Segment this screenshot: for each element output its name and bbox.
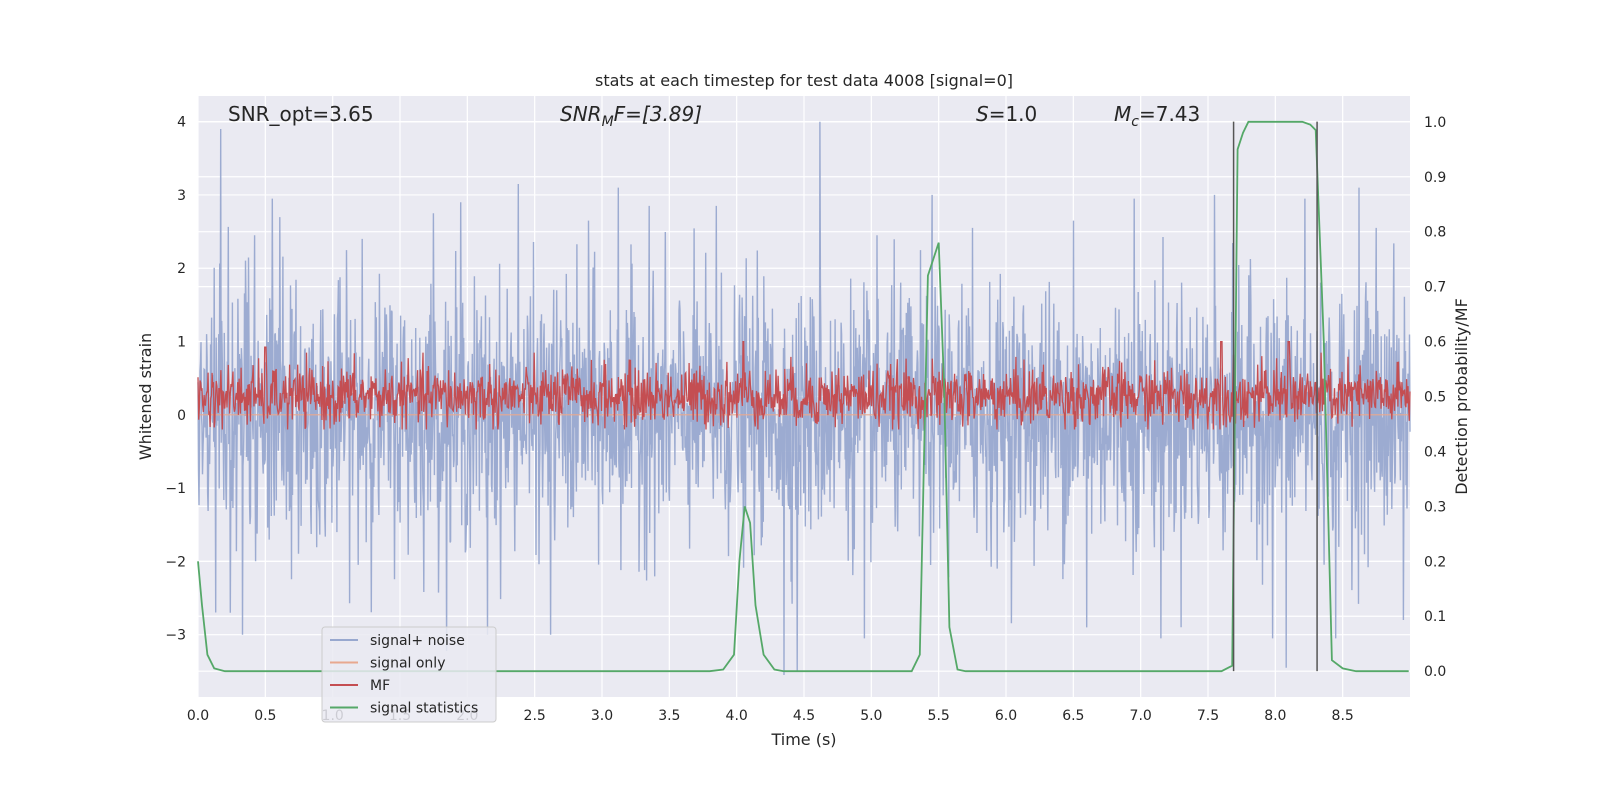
x-tick-label: 4.5	[793, 708, 815, 724]
y-right-tick-label: 1.0	[1424, 115, 1446, 131]
y-tick-label: −2	[165, 554, 186, 570]
y-right-tick-label: 0.3	[1424, 499, 1446, 515]
y-right-tick-label: 0.9	[1424, 170, 1446, 186]
vertical-markers	[1232, 121, 1318, 672]
y-right-tick-label: 0.4	[1424, 444, 1446, 460]
y-tick-label: 2	[177, 261, 186, 277]
annotation-snr-mf-after: F=[3.89]	[614, 102, 702, 126]
y-tick-label: −1	[165, 481, 186, 497]
annotation-snr-mf-main: SNR	[560, 102, 602, 126]
annotation-mc-main: M	[1114, 102, 1131, 126]
y-tick-label: 0	[177, 408, 186, 424]
legend-label-signal-noise: signal+ noise	[370, 633, 465, 649]
annotation-s-value: =1.0	[989, 102, 1038, 126]
x-tick-label: 8.0	[1264, 708, 1286, 724]
y-right-tick-label: 0.5	[1424, 390, 1446, 406]
x-tick-label: 8.5	[1332, 708, 1354, 724]
annotation-snr-opt: SNR_opt=3.65	[228, 102, 374, 126]
y-tick-label: 4	[177, 115, 186, 131]
y-right-tick-label: 0.0	[1424, 664, 1446, 680]
y-right-tick-label: 0.8	[1424, 225, 1446, 241]
x-tick-label: 5.5	[928, 708, 950, 724]
annotation-mc-value: =7.43	[1139, 102, 1200, 126]
y-axis-label: Whitened strain	[136, 333, 155, 460]
legend-label-signal-only: signal only	[370, 656, 445, 672]
x-tick-label: 4.0	[726, 708, 748, 724]
y-axis-right-label: Detection probability/MF	[1452, 298, 1471, 495]
x-tick-label: 3.5	[658, 708, 680, 724]
annotation-snr-mf: SNRMF=[3.89]	[560, 102, 702, 130]
x-tick-label: 5.0	[860, 708, 882, 724]
chart-title: stats at each timestep for test data 400…	[595, 71, 1013, 90]
legend-label-signal-statistics: signal statistics	[370, 701, 478, 717]
annotation-mc-sub: c	[1131, 114, 1139, 130]
y-right-tick-label: 0.6	[1424, 335, 1446, 351]
x-tick-label: 0.5	[254, 708, 276, 724]
y-tick-label: −3	[165, 628, 186, 644]
x-tick-label: 0.0	[187, 708, 209, 724]
legend: signal+ noise signal only MF signal stat…	[321, 626, 497, 723]
y-right-tick-label: 0.2	[1424, 554, 1446, 570]
x-tick-label: 6.5	[1062, 708, 1084, 724]
annotation-mc: Mc=7.43	[1114, 102, 1200, 130]
x-tick-label: 3.0	[591, 708, 613, 724]
legend-label-mf: MF	[370, 678, 390, 694]
legend-box	[321, 626, 497, 723]
annotation-snr-mf-sub: M	[602, 114, 614, 130]
x-axis-label: Time (s)	[770, 730, 836, 749]
y-right-tick-label: 0.7	[1424, 280, 1446, 296]
x-tick-label: 2.5	[524, 708, 546, 724]
y-tick-label: 3	[177, 188, 186, 204]
y-right-tick-label: 0.1	[1424, 609, 1446, 625]
x-tick-label: 6.0	[995, 708, 1017, 724]
x-tick-label: 7.0	[1130, 708, 1152, 724]
x-tick-label: 7.5	[1197, 708, 1219, 724]
annotation-s: S=1.0	[976, 102, 1037, 126]
series-signal-noise	[197, 121, 1411, 676]
series-mf	[197, 340, 1411, 430]
y-tick-label: 1	[177, 335, 186, 351]
annotation-s-main: S	[976, 102, 989, 126]
